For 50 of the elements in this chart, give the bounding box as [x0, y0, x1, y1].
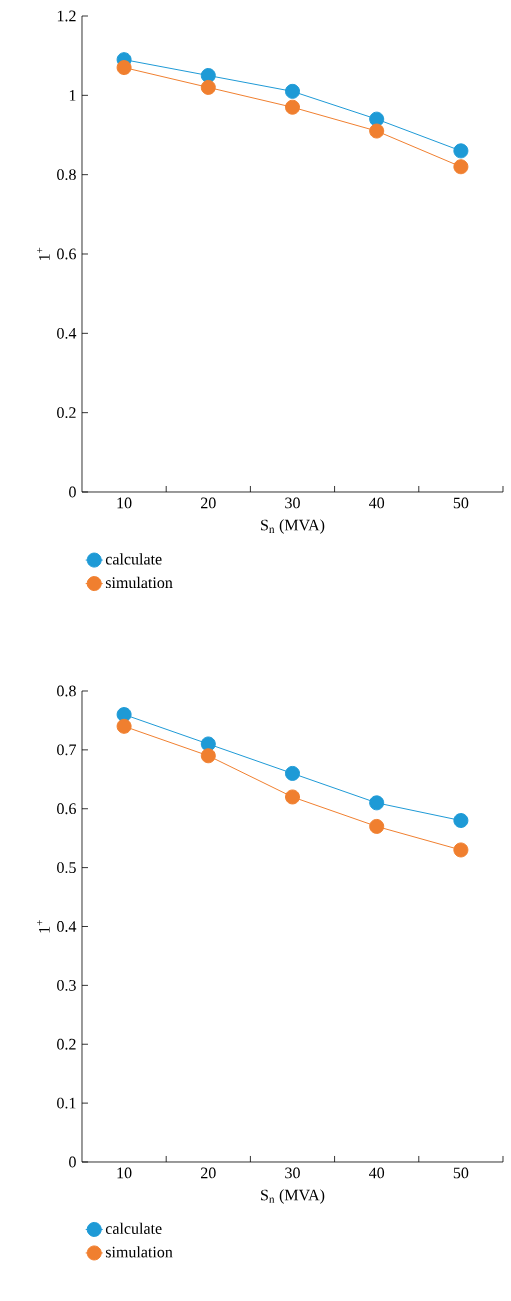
y-axis-title: 1$^{+}$: [37, 920, 50, 933]
y-tick-label: 0.3: [57, 979, 76, 991]
point: [453, 159, 469, 175]
point: [284, 765, 300, 781]
point: [284, 789, 300, 805]
y-tick-label: 1: [69, 90, 76, 101]
x-tick-label: 30: [285, 1167, 300, 1179]
y-tick-label: 0: [69, 486, 76, 498]
point: [369, 123, 385, 139]
x-tick-label: 20: [201, 1167, 216, 1179]
y-tick-label: 0.2: [57, 407, 76, 419]
point: [369, 818, 385, 834]
y-tick-label: 1.2: [57, 10, 76, 22]
x-tick-label: 50: [453, 497, 469, 509]
point: [369, 795, 385, 811]
x-tick-label: 10: [117, 497, 132, 509]
y-tick-label: 0.6: [57, 803, 76, 815]
y-tick-label: 0.4: [57, 327, 77, 339]
point: [200, 79, 216, 95]
point: [453, 842, 469, 858]
x-tick-label: 20: [201, 497, 216, 509]
point: [284, 99, 300, 115]
y-tick-label: 0.8: [57, 169, 76, 181]
x-axis-title: S$_{n}$ (MVA): [261, 519, 325, 534]
x-tick-label: 40: [369, 1167, 385, 1179]
legend-label: simulation: [105, 576, 173, 589]
point: [116, 60, 132, 76]
x-tick-label: 40: [369, 497, 385, 509]
point: [284, 83, 300, 99]
y-tick-label: 0.1: [57, 1097, 76, 1109]
y-tick-label: 0.5: [57, 862, 76, 874]
x-tick-label: 10: [117, 1167, 132, 1179]
point: [116, 718, 132, 734]
legend-label: calculate: [105, 1222, 162, 1234]
y-tick-label: 0.8: [57, 685, 76, 697]
point: [200, 748, 216, 764]
y-tick-label: 0.6: [57, 248, 76, 260]
x-tick-label: 50: [453, 1167, 469, 1179]
legend-label: calculate: [105, 553, 162, 565]
legend-label: simulation: [105, 1246, 173, 1258]
x-axis-title: S$_{n}$ (MVA): [261, 1189, 325, 1204]
x-tick-label: 30: [285, 497, 300, 509]
y-tick-label: 0.2: [57, 1038, 76, 1050]
point: [453, 813, 469, 829]
point: [453, 143, 469, 159]
y-tick-label: 0.7: [57, 744, 77, 756]
y-tick-label: 0.4: [57, 921, 77, 932]
y-axis-title: 1$^{+}$: [37, 247, 50, 260]
y-tick-label: 0: [69, 1156, 76, 1168]
point: [369, 111, 385, 127]
